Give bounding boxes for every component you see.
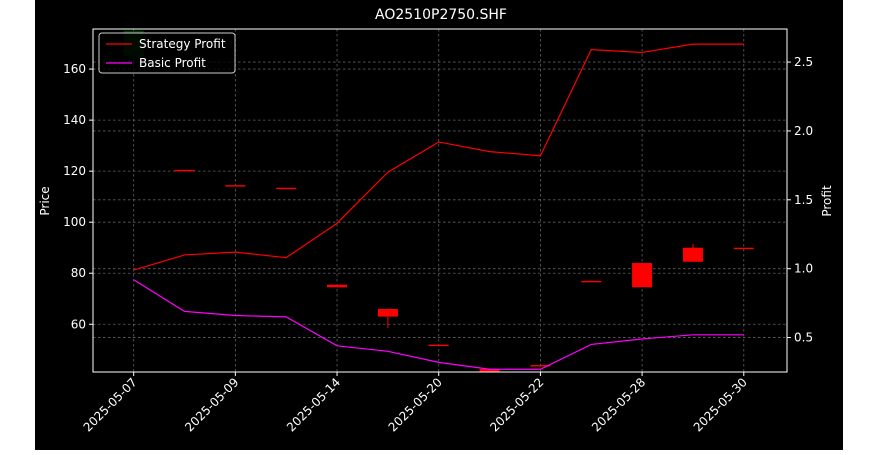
plot-frame — [92, 28, 788, 373]
series-line-1 — [133, 279, 744, 370]
candle-body-10 — [632, 263, 653, 288]
candle-body-3 — [276, 187, 297, 190]
candle-body-11 — [682, 247, 703, 262]
axis-bottom: 2025-05-07 2025-05-09 2025-05-14 2025-05-20… — [81, 372, 750, 434]
x-tick-label-1: 2025-05-09 — [182, 375, 241, 434]
y-tick-left-label-4: 140 — [63, 113, 86, 127]
x-tick-label-5: 2025-05-28 — [589, 375, 648, 434]
legend: Strategy Profit Basic Profit — [98, 32, 236, 74]
y-tick-right-label-3: 2.0 — [794, 124, 813, 138]
x-tick-label-0: 2025-05-07 — [81, 375, 140, 434]
x-tick-label-6: 2025-05-30 — [691, 375, 750, 434]
x-tick-label-4: 2025-05-22 — [487, 375, 546, 434]
axis-left: 60 80 100 120 140 160 — [63, 62, 93, 331]
chart-title: AO2510P2750.SHF — [375, 7, 507, 23]
series-line-0 — [133, 43, 744, 271]
y-axis-label-left: Price — [38, 186, 52, 215]
y-tick-right-label-0: 0.5 — [794, 331, 813, 345]
y-tick-right-label-1: 1.0 — [794, 262, 813, 276]
candle-body-1 — [174, 169, 195, 172]
y-tick-left-label-3: 120 — [63, 164, 86, 178]
chart-svg: AO2510P2750.SHF 60 80 100 120 140 160 0.5 1.0 1… — [38, 7, 834, 434]
legend-box — [98, 32, 236, 74]
line-layer — [133, 43, 744, 370]
x-tick-label-2: 2025-05-14 — [284, 375, 343, 434]
y-tick-right-label-2: 1.5 — [794, 193, 813, 207]
candle-body-12 — [733, 247, 754, 250]
axis-right: 0.5 1.0 1.5 2.0 2.5 — [787, 55, 813, 345]
candle-body-9 — [581, 280, 602, 283]
legend-label-basic-profit: Basic Profit — [139, 56, 206, 70]
candle-body-8 — [530, 365, 551, 367]
y-axis-label-right: Profit — [820, 185, 834, 217]
grid-layer — [93, 29, 787, 372]
y-tick-left-label-1: 80 — [71, 266, 86, 280]
x-tick-label-3: 2025-05-20 — [386, 375, 445, 434]
candle-body-5 — [377, 308, 398, 317]
y-tick-left-label-5: 160 — [63, 62, 86, 76]
y-tick-right-label-4: 2.5 — [794, 55, 813, 69]
candle-body-7 — [479, 368, 500, 372]
legend-label-strategy-profit: Strategy Profit — [139, 37, 226, 51]
y-tick-left-label-2: 100 — [63, 215, 86, 229]
chart-figure: AO2510P2750.SHF 60 80 100 120 140 160 0.5 1.0 1… — [35, 0, 843, 450]
y-tick-left-label-0: 60 — [71, 317, 86, 331]
candle-body-6 — [428, 344, 449, 347]
candle-body-4 — [327, 284, 348, 288]
candle-body-2 — [225, 185, 246, 187]
